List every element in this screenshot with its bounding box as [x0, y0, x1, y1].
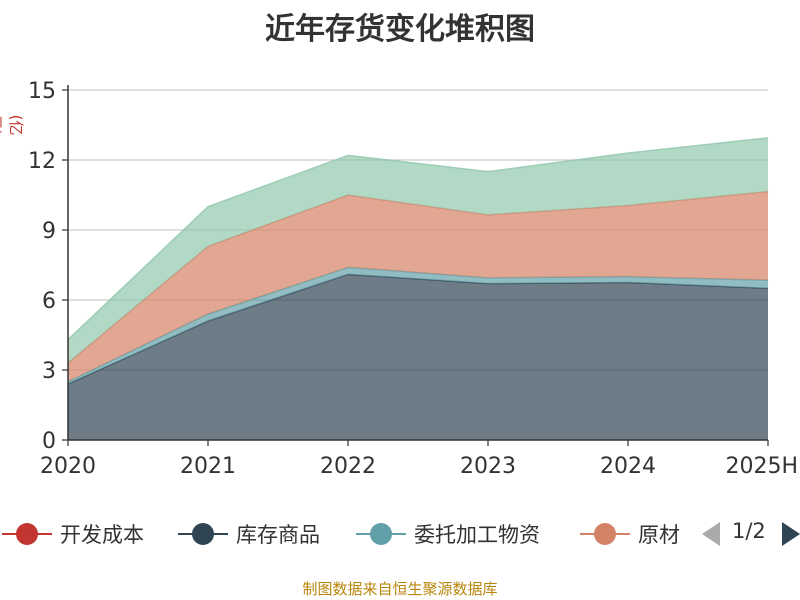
chart-title: 近年存货变化堆积图 [265, 12, 535, 47]
area-series-库存商品 [68, 274, 768, 440]
area-series-原材料 [68, 191, 768, 382]
legend-symbol [178, 523, 228, 545]
y-tick-label: 15 [28, 79, 56, 104]
legend-items: 开发成本 库存商品 委托加工物资 原材 [0, 516, 684, 552]
y-tick-label: 0 [42, 429, 56, 454]
series-line-series-4 [67, 137, 769, 341]
x-tick-label: 2020 [40, 454, 96, 479]
data-source-note: 制图数据来自恒生聚源数据库 [302, 580, 498, 598]
y-tick-label: 9 [42, 219, 56, 244]
legend: 开发成本 库存商品 委托加工物资 原材 1/2 [0, 516, 800, 552]
pager-next-icon[interactable] [782, 522, 800, 546]
x-tick-label: 2025H [725, 454, 798, 479]
x-tick-label: 2022 [320, 454, 376, 479]
y-tick-label: 12 [28, 149, 56, 174]
legend-symbol [2, 523, 52, 545]
legend-label: 开发成本 [60, 523, 144, 547]
legend-label: 原材 [638, 523, 680, 547]
x-tick-label: 2024 [600, 454, 656, 479]
legend-pager: 1/2 [700, 516, 800, 552]
pager-page-label: 1/2 [732, 519, 766, 543]
x-tick-label: 2021 [180, 454, 236, 479]
pager-prev-icon[interactable] [702, 522, 720, 546]
legend-symbol [356, 523, 406, 545]
legend-symbol [580, 523, 630, 545]
y-tick-label: 3 [42, 359, 56, 384]
legend-label: 委托加工物资 [414, 523, 540, 547]
x-tick-label: 2023 [460, 454, 516, 479]
legend-label: 库存商品 [236, 523, 320, 547]
y-tick-label: 6 [42, 289, 56, 314]
